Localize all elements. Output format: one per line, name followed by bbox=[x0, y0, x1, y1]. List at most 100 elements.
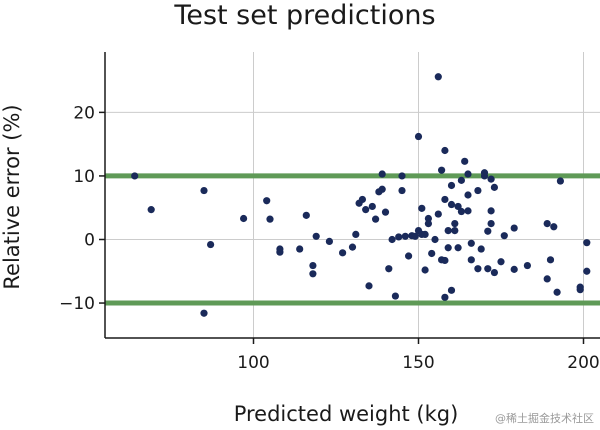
data-point bbox=[546, 256, 555, 264]
data-point bbox=[464, 170, 472, 178]
data-point bbox=[583, 239, 591, 247]
data-point bbox=[421, 230, 429, 239]
data-point bbox=[497, 258, 505, 266]
data-point bbox=[240, 214, 248, 223]
data-point bbox=[523, 261, 532, 270]
data-point bbox=[411, 232, 419, 240]
data-point bbox=[438, 166, 446, 174]
data-point bbox=[276, 248, 284, 256]
data-point bbox=[418, 204, 426, 212]
data-point bbox=[348, 243, 357, 251]
data-point bbox=[441, 146, 449, 155]
data-point bbox=[424, 220, 432, 228]
data-point bbox=[543, 220, 551, 228]
y-axis-label: Relative error (%) bbox=[0, 104, 24, 289]
data-point bbox=[378, 185, 386, 193]
data-point bbox=[447, 181, 456, 190]
data-point bbox=[474, 265, 482, 273]
grid-lines bbox=[105, 52, 600, 338]
x-axis-label: Predicted weight (kg) bbox=[234, 402, 459, 426]
data-point bbox=[461, 157, 469, 165]
data-point bbox=[431, 235, 439, 244]
data-point bbox=[296, 245, 304, 253]
data-point bbox=[441, 256, 449, 265]
data-point bbox=[325, 237, 333, 245]
data-point bbox=[451, 226, 459, 235]
data-point bbox=[362, 206, 370, 214]
data-points bbox=[131, 73, 591, 317]
axes bbox=[99, 52, 600, 344]
data-point bbox=[358, 195, 366, 204]
data-point bbox=[339, 249, 347, 257]
data-point bbox=[421, 266, 429, 274]
data-point bbox=[550, 223, 558, 231]
data-point bbox=[398, 172, 406, 180]
data-point bbox=[263, 197, 271, 205]
data-point bbox=[352, 230, 360, 239]
data-point bbox=[484, 265, 492, 273]
data-point bbox=[484, 227, 492, 235]
data-point bbox=[200, 309, 208, 317]
data-point bbox=[441, 195, 449, 204]
data-point bbox=[309, 261, 317, 270]
data-point bbox=[464, 207, 472, 215]
x-tick-label: 100 bbox=[237, 353, 269, 373]
data-point bbox=[207, 240, 215, 249]
data-point bbox=[302, 211, 310, 219]
data-point bbox=[487, 207, 495, 215]
data-point bbox=[447, 286, 456, 294]
data-point bbox=[381, 208, 390, 216]
data-point bbox=[405, 252, 413, 260]
data-point bbox=[467, 239, 475, 247]
data-point bbox=[556, 177, 565, 185]
data-point bbox=[480, 172, 489, 180]
data-point bbox=[200, 186, 208, 195]
data-point bbox=[391, 292, 399, 300]
data-point bbox=[414, 132, 423, 141]
y-tick-label: −10 bbox=[59, 294, 95, 314]
data-point bbox=[441, 293, 449, 301]
data-point bbox=[543, 275, 551, 283]
data-point bbox=[487, 175, 495, 183]
data-point bbox=[490, 183, 498, 191]
data-point bbox=[457, 207, 465, 216]
data-point bbox=[378, 170, 386, 178]
data-point bbox=[487, 220, 495, 228]
tick-labels: −10 0 10 20 100 150 200 bbox=[59, 103, 600, 373]
data-point bbox=[500, 232, 508, 240]
data-point bbox=[474, 186, 482, 195]
data-point bbox=[428, 249, 436, 258]
data-point bbox=[444, 226, 452, 235]
data-point bbox=[424, 214, 432, 223]
data-point bbox=[388, 235, 396, 244]
data-point bbox=[365, 282, 373, 290]
data-point bbox=[510, 265, 518, 273]
data-point bbox=[266, 215, 274, 223]
data-point bbox=[477, 245, 485, 253]
x-tick-label: 200 bbox=[567, 353, 599, 373]
x-tick-label: 150 bbox=[402, 353, 434, 373]
data-point bbox=[312, 232, 320, 240]
data-point bbox=[401, 232, 409, 240]
data-point bbox=[510, 224, 518, 232]
data-point bbox=[309, 270, 317, 278]
data-point bbox=[467, 256, 475, 264]
data-point bbox=[583, 267, 591, 275]
data-point bbox=[368, 202, 376, 211]
chart-title: Test set predictions bbox=[173, 0, 435, 31]
data-point bbox=[490, 268, 498, 277]
data-point bbox=[131, 172, 139, 180]
data-point bbox=[457, 176, 465, 184]
data-point bbox=[372, 215, 380, 223]
data-point bbox=[454, 244, 462, 252]
data-point bbox=[395, 233, 403, 241]
watermark-text: @稀土掘金技术社区 bbox=[495, 411, 594, 425]
data-point bbox=[434, 210, 442, 218]
data-point bbox=[147, 206, 155, 214]
data-point bbox=[444, 244, 452, 252]
data-point bbox=[576, 286, 584, 294]
data-point bbox=[451, 220, 459, 228]
data-point bbox=[454, 202, 462, 211]
y-tick-label: 20 bbox=[73, 103, 95, 123]
data-point bbox=[553, 288, 561, 296]
